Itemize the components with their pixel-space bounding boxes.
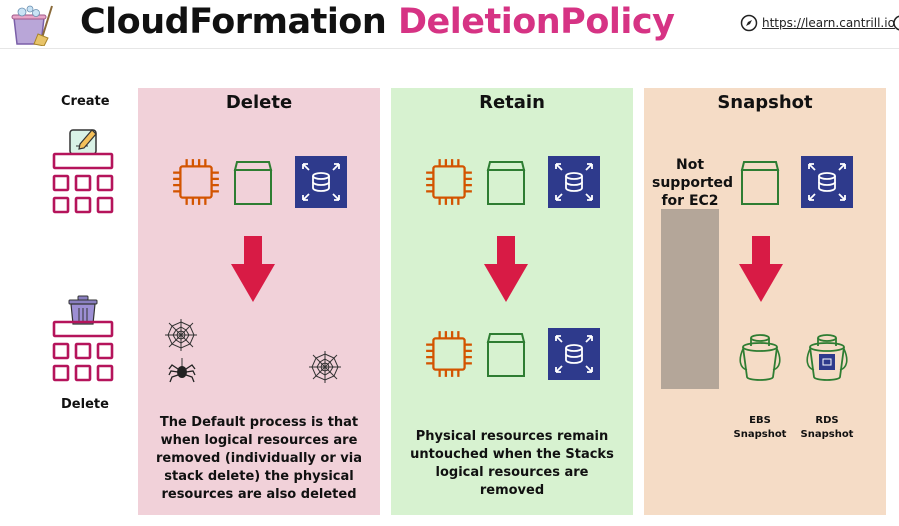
title-accent: DeletionPolicy — [397, 2, 675, 42]
down-arrow-icon — [231, 236, 275, 302]
storage-box-icon — [233, 156, 273, 206]
rds-database-icon — [548, 328, 600, 380]
rds-database-icon — [801, 156, 853, 208]
retain-panel: Retain Physical resources remain untouch… — [391, 88, 633, 515]
snapshot-panel-title: Snapshot — [717, 92, 813, 113]
rds-database-icon — [548, 156, 600, 208]
delete-description: The Default process is that when logical… — [156, 415, 362, 502]
ebs-snapshot-bucket-icon — [739, 330, 781, 382]
delete-panel: Delete The Default process is that when … — [138, 88, 380, 515]
down-arrow-icon — [484, 236, 528, 302]
retain-description: Physical resources remain untouched when… — [410, 429, 614, 498]
cobweb-icon — [308, 350, 342, 384]
rds-snapshot-bucket-icon — [806, 330, 848, 382]
rds-database-icon — [295, 156, 347, 208]
delete-stack-icon — [52, 295, 114, 382]
delete-label: Delete — [61, 397, 109, 412]
title-main: CloudFormation — [80, 2, 387, 42]
compass-icon — [740, 14, 758, 32]
not-supported-note: Not supported for EC2 — [652, 157, 734, 209]
create-label: Create — [61, 94, 110, 109]
rds-snapshot-label: RDS Snapshot — [800, 415, 854, 440]
storage-box-icon — [486, 328, 526, 378]
ec2-chip-icon — [423, 156, 475, 208]
create-stack-icon — [52, 129, 114, 214]
header: CloudFormation DeletionPolicy https://le… — [0, 0, 899, 50]
retain-panel-title: Retain — [479, 92, 545, 113]
page-title: CloudFormation DeletionPolicy — [80, 2, 675, 42]
cleaning-bucket-logo-icon — [11, 5, 53, 46]
website-link[interactable]: https://learn.cantrill.io — [740, 14, 895, 32]
header-divider — [0, 48, 899, 49]
ec2-unsupported-block — [661, 209, 719, 389]
snapshot-panel: Snapshot Not supported for EC2 EBS Snaps… — [644, 88, 886, 515]
storage-box-icon — [740, 156, 780, 206]
cobweb-icon — [164, 318, 198, 352]
ec2-chip-icon — [423, 328, 475, 380]
partial-edge-icon — [893, 15, 899, 31]
storage-box-icon — [486, 156, 526, 206]
down-arrow-icon — [739, 236, 783, 302]
ec2-chip-icon — [170, 156, 222, 208]
spider-icon — [168, 358, 196, 383]
delete-panel-title: Delete — [225, 92, 293, 113]
website-url[interactable]: https://learn.cantrill.io — [762, 15, 895, 30]
ebs-snapshot-label: EBS Snapshot — [733, 415, 787, 440]
